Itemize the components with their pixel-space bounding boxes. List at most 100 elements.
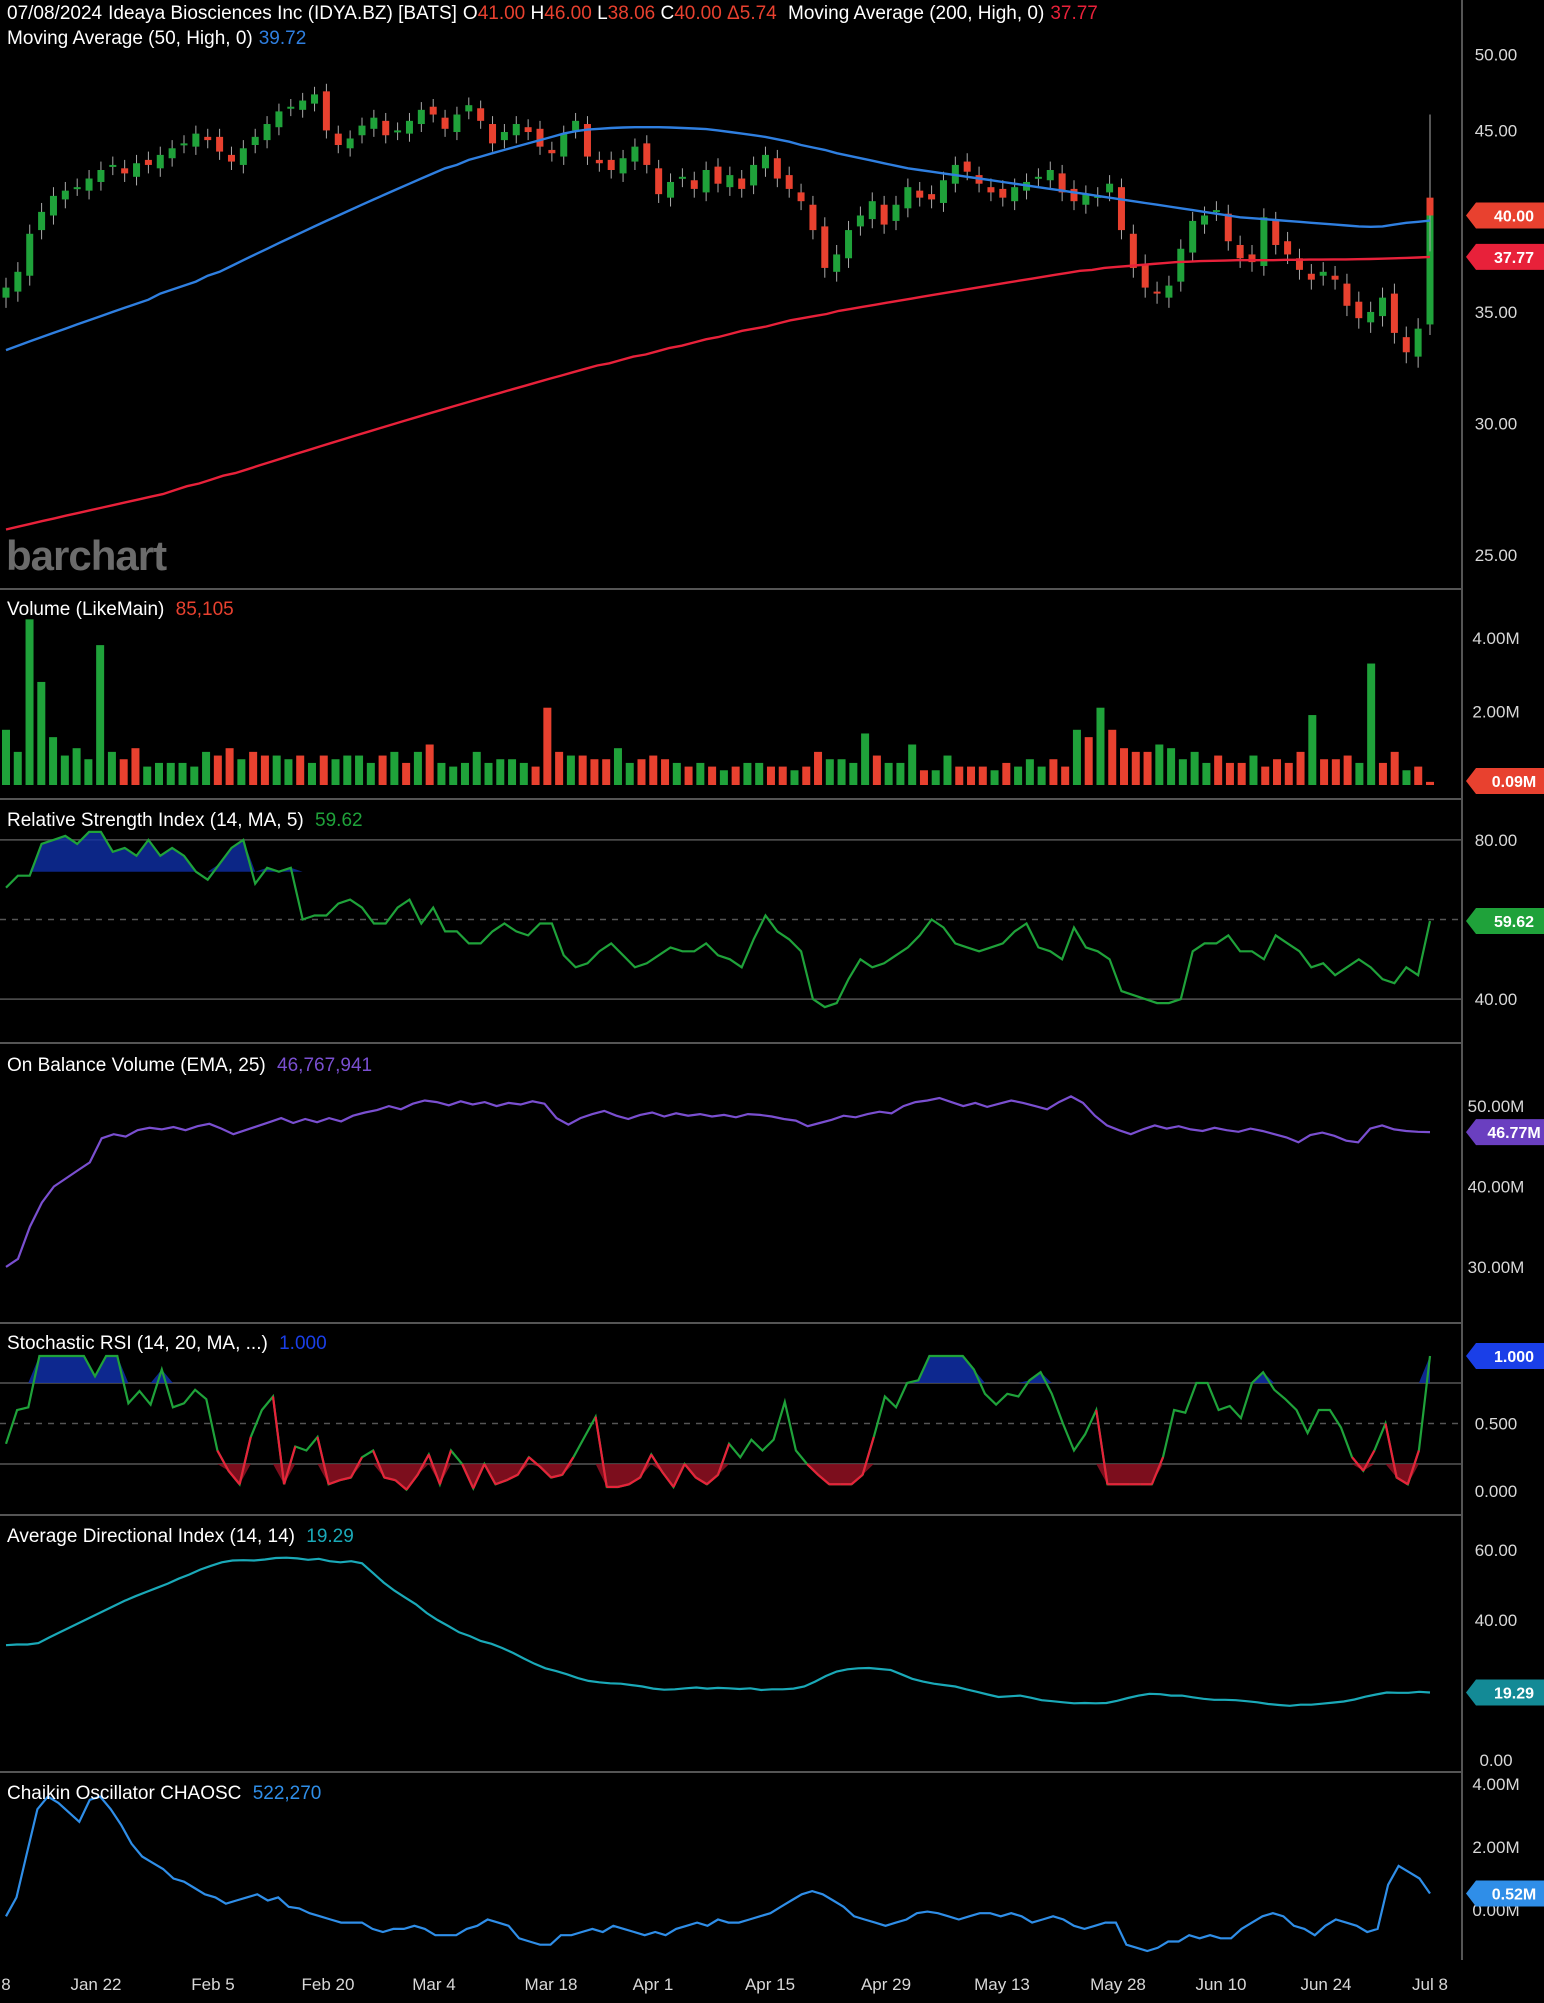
stoch-low-segment — [528, 1456, 541, 1468]
volume-bar — [1190, 751, 1199, 785]
stoch-low-segment — [271, 1396, 286, 1485]
adx-badge: 19.29 — [1466, 1679, 1544, 1706]
price-tick-label: 35.00 — [1475, 303, 1518, 322]
stoch-low-segment — [316, 1436, 330, 1485]
volume-bar — [837, 759, 846, 785]
volume-bar — [1426, 781, 1434, 785]
volume-bar — [143, 766, 152, 785]
volume-bar — [1014, 766, 1023, 785]
stoch-low-segment — [394, 1479, 408, 1491]
candle-body — [1260, 217, 1268, 266]
candle-body — [750, 164, 758, 186]
volume-bar — [1108, 729, 1117, 785]
stoch-tick-label: 0.500 — [1475, 1415, 1518, 1434]
candle-body — [73, 187, 81, 190]
candle-body — [1319, 271, 1327, 276]
candle-body — [1011, 187, 1019, 202]
candle-body — [773, 158, 781, 179]
volume-bar — [1367, 663, 1376, 785]
candle-body — [251, 136, 259, 146]
stoch-low-segment — [216, 1449, 230, 1472]
candle-body — [216, 136, 224, 152]
obv-badge-text: 46.77M — [1487, 1125, 1540, 1142]
candle-body — [61, 190, 69, 200]
volume-bar — [249, 751, 258, 785]
volume-bar — [2, 729, 10, 785]
candle-body — [690, 180, 698, 189]
volume-bar — [202, 751, 211, 785]
candle-body — [904, 187, 912, 209]
ma50-header: Moving Average (50, High, 0) 39.72 — [7, 28, 306, 50]
volume-bar — [1273, 759, 1282, 785]
volume-bar — [413, 751, 422, 785]
volume-bar — [790, 770, 799, 785]
candle-body — [512, 124, 520, 136]
adx-tick-label: 0.00 — [1479, 1751, 1512, 1770]
volume-bar — [1096, 707, 1105, 785]
volume-bar — [1343, 755, 1352, 785]
volume-bar — [861, 733, 870, 785]
volume-bar — [119, 759, 128, 785]
chaikin-line — [5, 1795, 1431, 1953]
candle-body — [797, 192, 805, 202]
price-badge-1-bg — [1466, 243, 1544, 270]
candle-body — [1141, 264, 1149, 288]
rsi-header: Relative Strength Index (14, MA, 5) 59.6… — [7, 810, 363, 831]
stoch-low-segment — [1362, 1449, 1376, 1472]
stoch-badge-text: 1.000 — [1494, 1349, 1534, 1366]
rsi-badge-bg — [1466, 908, 1544, 935]
rsi-overbought-fill — [6, 831, 1430, 872]
volume-bar — [49, 737, 58, 785]
candle-body — [500, 132, 508, 141]
candle-body — [227, 154, 235, 162]
candle-body — [97, 170, 105, 182]
volume-bar — [978, 766, 987, 785]
candle-body — [643, 143, 651, 165]
stoch-low-segment — [561, 1456, 575, 1476]
candle-body — [346, 138, 354, 149]
ma50-label: Moving Average (50, High, 0) — [7, 28, 253, 49]
volume-bar — [484, 762, 493, 785]
volume-badge-text: 0.09M — [1492, 774, 1536, 791]
volume-bar — [578, 755, 587, 785]
volume-bar — [566, 755, 575, 785]
candle-body — [441, 117, 449, 129]
price-badge-1-text: 37.77 — [1494, 250, 1534, 267]
candle-body — [702, 170, 710, 193]
volume-bar — [1155, 744, 1164, 785]
candle-body — [845, 230, 853, 259]
candle-body — [1248, 254, 1256, 263]
volume-bar — [284, 759, 293, 785]
volume-bar — [543, 707, 552, 785]
candle-body — [133, 163, 141, 177]
volume-bar — [96, 645, 105, 785]
volume-bar — [719, 770, 728, 785]
volume-bar — [25, 619, 34, 785]
x-tick-label: Jan 22 — [70, 1975, 121, 1994]
stoch-low-segment — [495, 1479, 508, 1486]
x-tick-label: May 13 — [974, 1975, 1030, 1994]
volume-bar — [272, 755, 281, 785]
volume-bar — [366, 762, 375, 785]
stoch-low-segment — [405, 1474, 419, 1491]
stoch-low-segment — [617, 1483, 630, 1489]
x-tick-label: Jul 8 — [1412, 1975, 1448, 1994]
candle-body — [299, 100, 307, 110]
volume-bar — [755, 762, 764, 785]
ma200-value: 37.77 — [1050, 3, 1098, 24]
volume-header: Volume (LikeMain) 85,105 — [7, 599, 234, 620]
stoch-low-segment — [328, 1479, 341, 1486]
volume-bar — [1402, 770, 1411, 785]
volume-bar — [766, 766, 775, 785]
stoch-low-segment — [716, 1443, 731, 1476]
candle-body — [311, 94, 319, 104]
volume-bar — [1002, 762, 1011, 785]
candle-body — [1331, 275, 1339, 280]
volume-bar — [967, 766, 976, 785]
volume-bar — [955, 766, 964, 785]
stoch-low-segment — [850, 1473, 864, 1486]
symbol-name: Ideaya Biosciences Inc (IDYA.BZ) [BATS] — [108, 3, 457, 24]
candle-body — [1343, 283, 1351, 306]
volume-tick-label: 4.00M — [1472, 629, 1519, 648]
